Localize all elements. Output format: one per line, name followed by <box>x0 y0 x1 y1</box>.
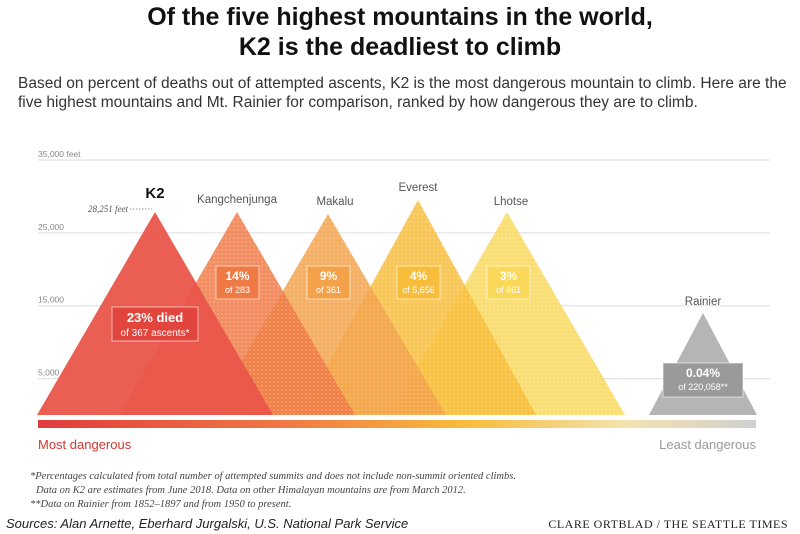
death-rate-box <box>215 265 260 300</box>
mountain-name-label: K2 <box>145 185 164 202</box>
ascents-label: of 5,656 <box>402 285 435 295</box>
sources-line: Sources: Alan Arnette, Eberhard Jurgalsk… <box>6 516 409 531</box>
death-rate-label: 23% died <box>127 310 183 325</box>
footnote-1: *Percentages calculated from total numbe… <box>30 471 516 482</box>
death-rate-box <box>396 265 441 300</box>
mountain-name-label: Lhotse <box>494 196 529 208</box>
chart-title-line-1: Of the five highest mountains in the wor… <box>147 3 653 31</box>
ascents-label: of 220,058** <box>678 382 728 392</box>
mountain-name-label: Everest <box>399 182 439 194</box>
ascents-label: of 461 <box>496 285 521 295</box>
mountain-name-label: Rainier <box>685 296 722 308</box>
death-rate-label: 4% <box>410 269 428 283</box>
y-tick-label: 25,000 <box>38 222 64 232</box>
death-rate-box <box>486 265 531 300</box>
death-rate-box <box>111 306 199 342</box>
chart-subtitle: Based on percent of deaths out of attemp… <box>18 75 787 111</box>
death-rate-label: 0.04% <box>686 366 720 380</box>
death-rate-label: 14% <box>225 269 249 283</box>
death-rate-label: 9% <box>320 269 338 283</box>
y-tick-label: 35,000 feet <box>38 149 81 159</box>
ascents-label: of 283 <box>225 285 250 295</box>
chart-title-line-2: K2 is the deadliest to climb <box>238 33 562 61</box>
death-rate-box <box>306 265 351 300</box>
y-tick-label: 5,000 <box>38 368 60 378</box>
mountain-name-label: Makalu <box>316 196 353 208</box>
credit-line: CLARE ORTBLAD / THE SEATTLE TIMES <box>548 517 788 531</box>
scale-left-label: Most dangerous <box>38 437 132 452</box>
scale-right-label: Least dangerous <box>659 437 756 452</box>
death-rate-box <box>662 362 744 398</box>
footnote-3: **Data on Rainier from 1852–1897 and fro… <box>30 499 292 510</box>
k2-elevation-annotation: 28,251 feet <box>88 204 128 214</box>
ascents-label: of 361 <box>316 285 341 295</box>
mountain-chart: 35,000 feet 25,000 15,000 5,000 K2 23% died o… <box>37 149 770 452</box>
y-tick-label: 15,000 <box>38 295 64 305</box>
death-rate-label: 3% <box>500 269 518 283</box>
danger-scale-bar <box>38 420 756 428</box>
ascents-label: of 367 ascents* <box>121 328 190 339</box>
mountain-name-label: Kangchenjunga <box>197 194 278 206</box>
footnotes: *Percentages calculated from total numbe… <box>30 470 516 512</box>
footnote-2: Data on K2 are estimates from June 2018.… <box>36 485 466 496</box>
